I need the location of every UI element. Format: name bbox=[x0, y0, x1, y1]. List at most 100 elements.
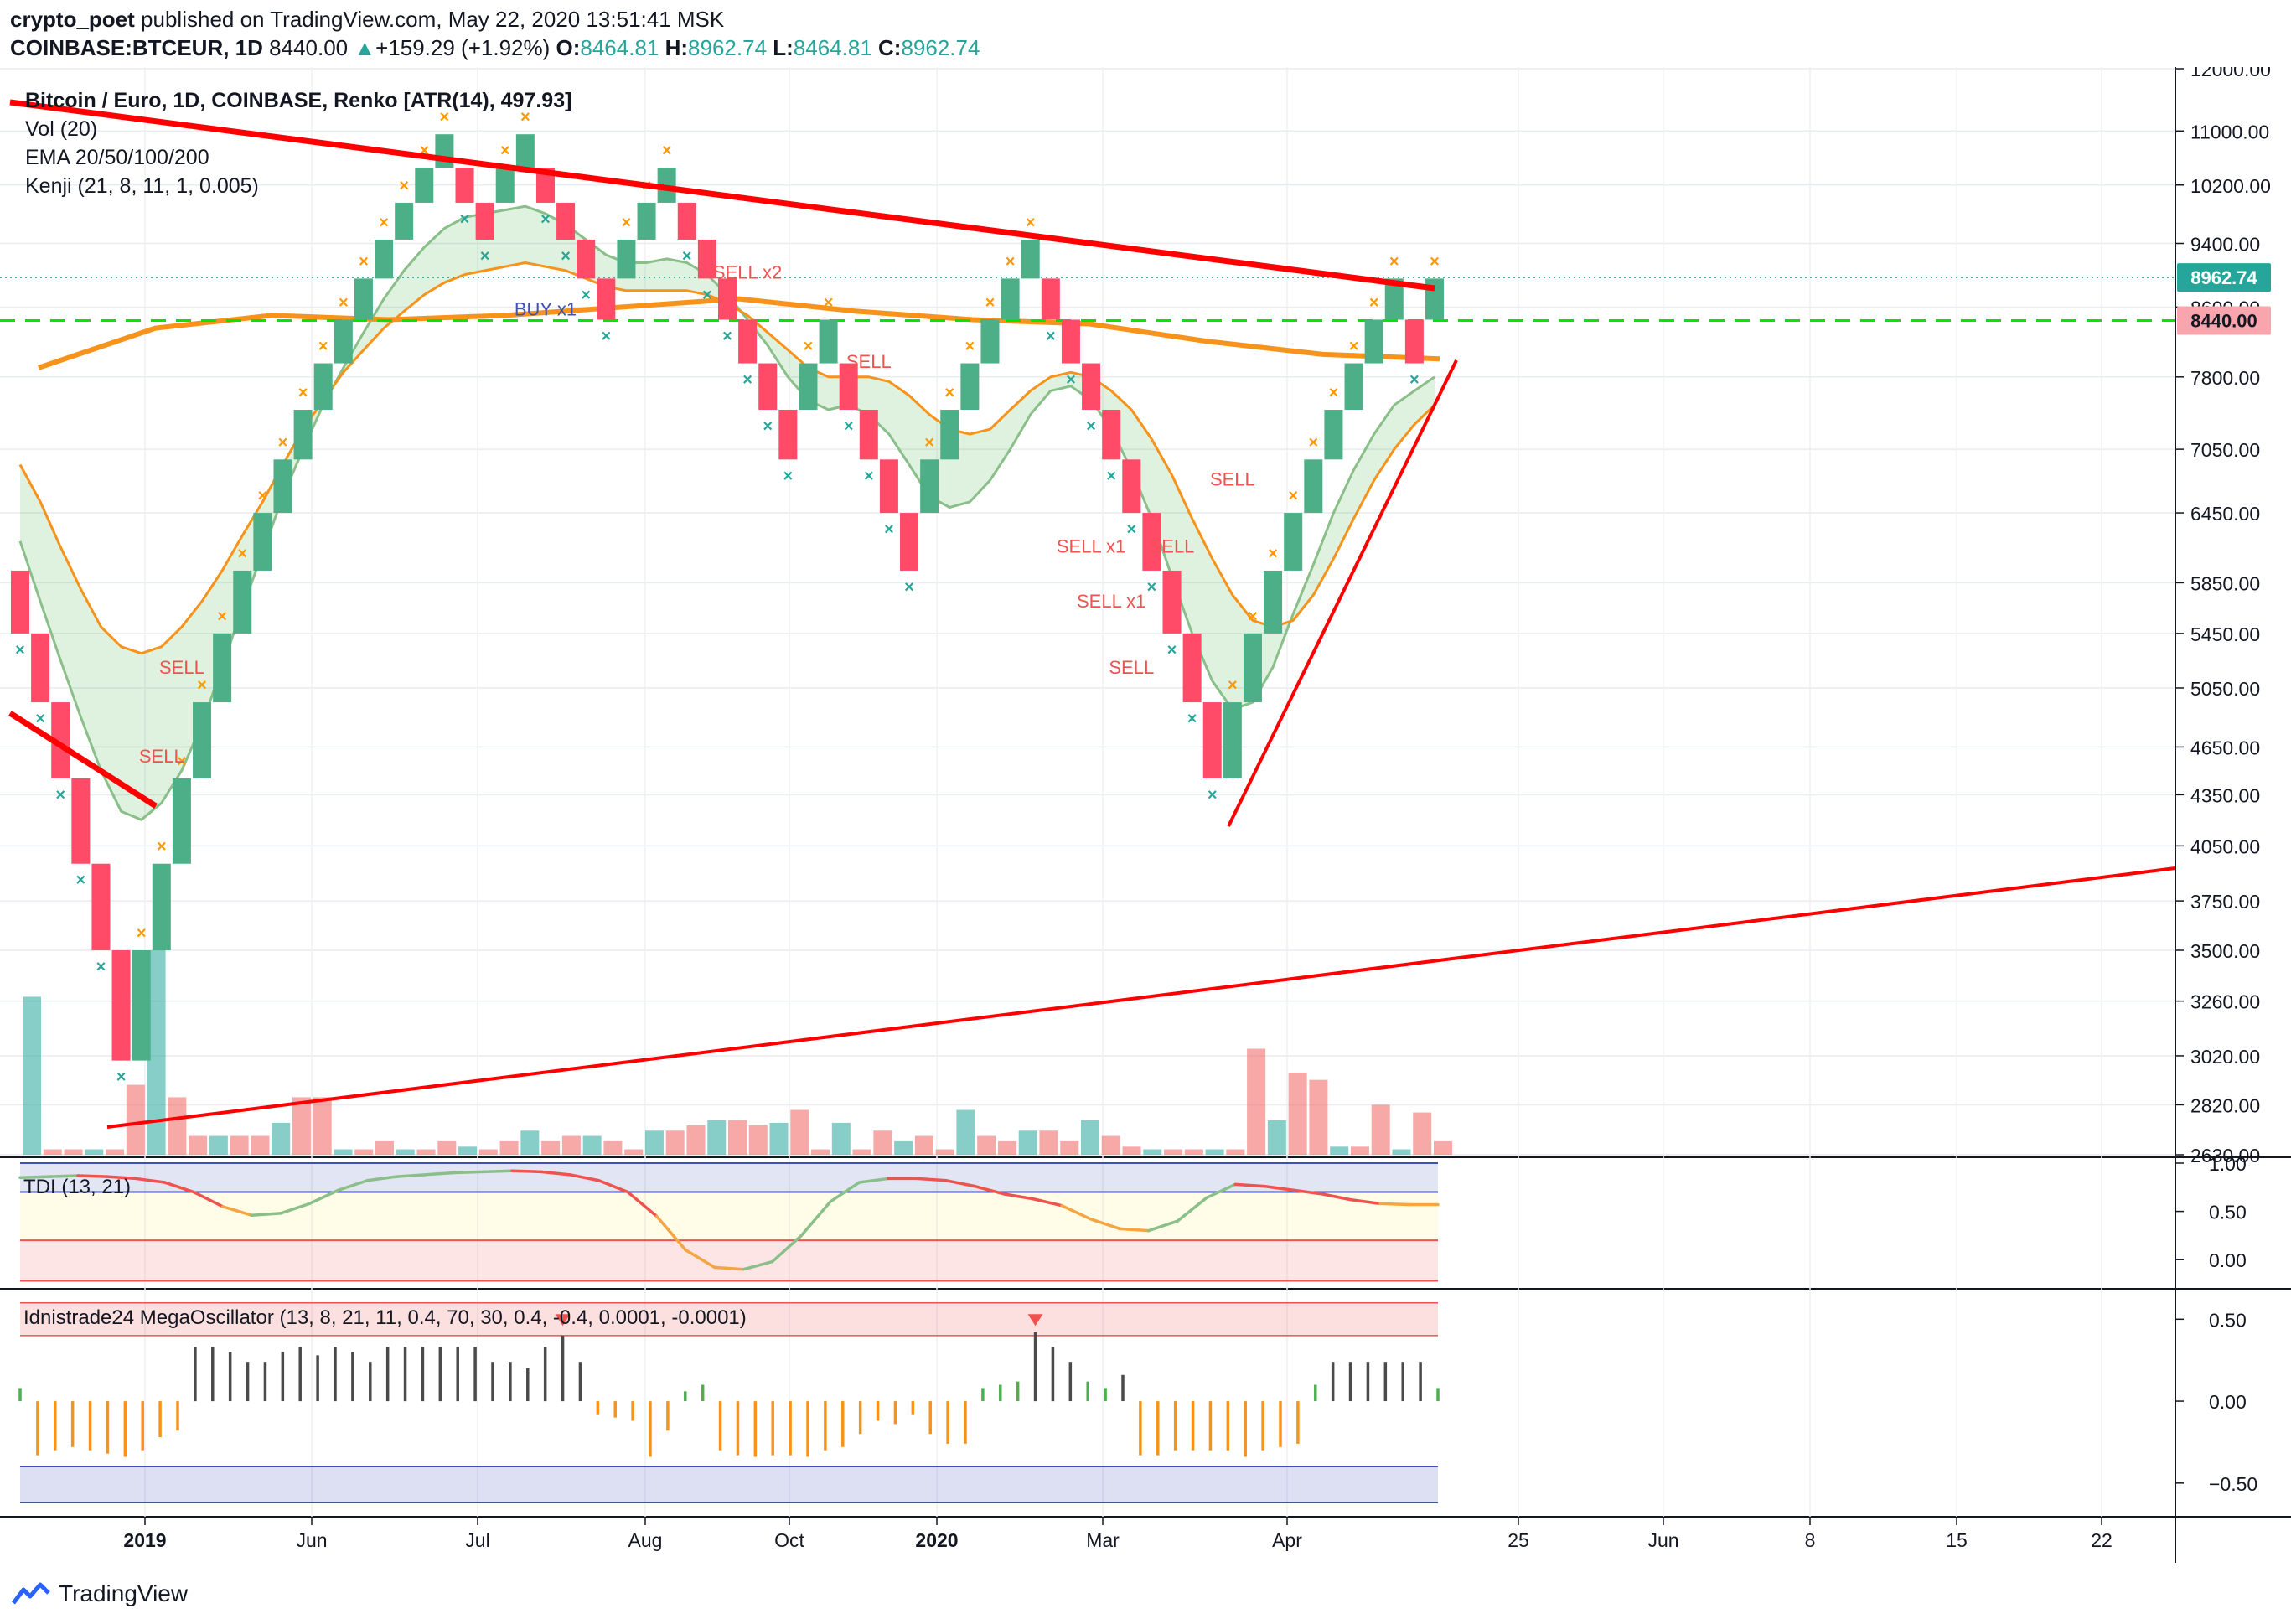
tdi-line-segment bbox=[829, 1181, 861, 1203]
volume-bar bbox=[230, 1135, 249, 1155]
renko-brick-down bbox=[111, 950, 131, 1061]
tdi-line-segment bbox=[944, 1178, 977, 1188]
marker-up: × bbox=[177, 753, 187, 771]
volume-bar bbox=[624, 1149, 644, 1155]
marker-up: × bbox=[500, 142, 510, 160]
tdi-line-segment bbox=[654, 1214, 687, 1252]
renko-brick-up bbox=[1364, 319, 1383, 364]
renko-brick-up bbox=[233, 570, 252, 634]
volume-bar bbox=[354, 1149, 374, 1155]
legend-line: Bitcoin / Euro, 1D, COINBASE, Renko [ATR… bbox=[25, 89, 571, 112]
renko-brick-down bbox=[758, 363, 778, 410]
marker-down: × bbox=[1187, 710, 1197, 728]
renko-brick-down bbox=[677, 202, 696, 240]
renko-brick-up bbox=[213, 633, 232, 703]
tdi-line-segment bbox=[1378, 1202, 1411, 1207]
x-tick-label: Apr bbox=[1272, 1529, 1302, 1551]
renko-brick-up bbox=[617, 239, 636, 279]
y-tick-label: 4650.00 bbox=[2190, 737, 2260, 758]
open-value: 8464.81 bbox=[580, 35, 659, 60]
osc-title: Idnistrade24 MegaOscillator (13, 8, 21, … bbox=[23, 1306, 747, 1329]
renko-brick-down bbox=[455, 168, 474, 203]
x-tick-label: Jul bbox=[465, 1529, 489, 1551]
x-tick-label: Jun bbox=[1647, 1529, 1678, 1551]
marker-down: × bbox=[904, 578, 914, 597]
signal-label: SELL x1 bbox=[1057, 536, 1125, 557]
y-tick-label: 5850.00 bbox=[2190, 572, 2260, 594]
symbol-label[interactable]: COINBASE:BTCEUR, 1D bbox=[10, 35, 263, 60]
volume-bar bbox=[209, 1135, 228, 1155]
volume-bar bbox=[1205, 1149, 1224, 1155]
price-badge: 8962.74 bbox=[2177, 263, 2271, 292]
renko-brick-down bbox=[859, 409, 878, 460]
volume-bar bbox=[168, 1097, 187, 1155]
volume-bar bbox=[147, 950, 166, 1155]
trendline-segment bbox=[8, 711, 158, 809]
renko-brick-up bbox=[1304, 459, 1323, 514]
price-badge-bg bbox=[2177, 306, 2271, 335]
renko-brick-up bbox=[395, 202, 414, 240]
volume-bar bbox=[416, 1149, 436, 1155]
signal-label: SELL bbox=[1210, 469, 1255, 490]
tdi-line-segment bbox=[539, 1170, 571, 1177]
publish-info: crypto_poet published on TradingView.com… bbox=[10, 7, 724, 33]
marker-down: × bbox=[884, 520, 894, 539]
marker-down: × bbox=[75, 871, 85, 890]
volume-bar bbox=[728, 1120, 747, 1155]
y-tick-label: 3500.00 bbox=[2190, 940, 2260, 962]
signal-label: SELL x2 bbox=[713, 261, 782, 282]
tdi-line-segment bbox=[365, 1175, 398, 1182]
volume-bar bbox=[292, 1097, 311, 1155]
renko-brick-up bbox=[152, 863, 171, 951]
volume-bar bbox=[23, 996, 41, 1155]
marker-down: × bbox=[480, 247, 490, 266]
osc-y-tick-label: −0.50 bbox=[2209, 1473, 2257, 1495]
volume-bar bbox=[189, 1135, 208, 1155]
volume-bar bbox=[644, 1130, 664, 1155]
marker-down: × bbox=[601, 327, 611, 345]
volume-bar bbox=[852, 1149, 871, 1155]
volume-bar bbox=[64, 1149, 83, 1155]
renko-brick-up bbox=[515, 134, 535, 168]
marker-up: × bbox=[824, 293, 834, 312]
y-tick-label: 5050.00 bbox=[2190, 678, 2260, 700]
tdi-line-segment bbox=[308, 1188, 340, 1206]
x-tick-label: 2020 bbox=[915, 1529, 958, 1551]
x-tick-label: Mar bbox=[1086, 1529, 1120, 1551]
tdi-line-segment bbox=[568, 1173, 601, 1182]
marker-up: × bbox=[1268, 545, 1278, 563]
renko-brick-up bbox=[980, 319, 1000, 364]
chart-header: crypto_poet published on TradingView.com… bbox=[0, 0, 2291, 67]
marker-up: × bbox=[157, 838, 167, 856]
renko-brick-up bbox=[1001, 278, 1020, 320]
volume-bar bbox=[997, 1140, 1016, 1155]
volume-bar bbox=[272, 1122, 291, 1155]
marker-up: × bbox=[1026, 214, 1036, 232]
tdi-line-segment bbox=[857, 1177, 890, 1184]
marker-up: × bbox=[197, 676, 207, 695]
author-name[interactable]: crypto_poet bbox=[10, 7, 135, 32]
marker-up: × bbox=[965, 338, 975, 356]
marker-down: × bbox=[742, 371, 752, 390]
renko-brick-up bbox=[172, 778, 191, 864]
renko-brick-down bbox=[1061, 319, 1080, 364]
tdi-line-segment bbox=[1146, 1219, 1179, 1233]
marker-up: × bbox=[662, 142, 672, 160]
signal-label: SELL bbox=[139, 746, 184, 767]
volume-bar bbox=[478, 1149, 498, 1155]
renko-brick-down bbox=[1142, 513, 1161, 571]
marker-down: × bbox=[96, 958, 106, 976]
renko-brick-up bbox=[415, 168, 434, 203]
tdi-line-segment bbox=[1233, 1182, 1266, 1188]
osc-bars bbox=[18, 1332, 1440, 1457]
price-change: +159.29 (+1.92%) bbox=[375, 35, 551, 60]
renko-brick-up bbox=[293, 409, 313, 460]
marker-down: × bbox=[35, 710, 45, 728]
marker-up: × bbox=[359, 252, 369, 271]
volume-bar bbox=[603, 1140, 623, 1155]
x-tick-label: 22 bbox=[2091, 1529, 2113, 1551]
volume-bar bbox=[1101, 1135, 1120, 1155]
tradingview-logo[interactable]: TradingView bbox=[12, 1577, 188, 1611]
signal-label: SELL bbox=[846, 351, 892, 372]
